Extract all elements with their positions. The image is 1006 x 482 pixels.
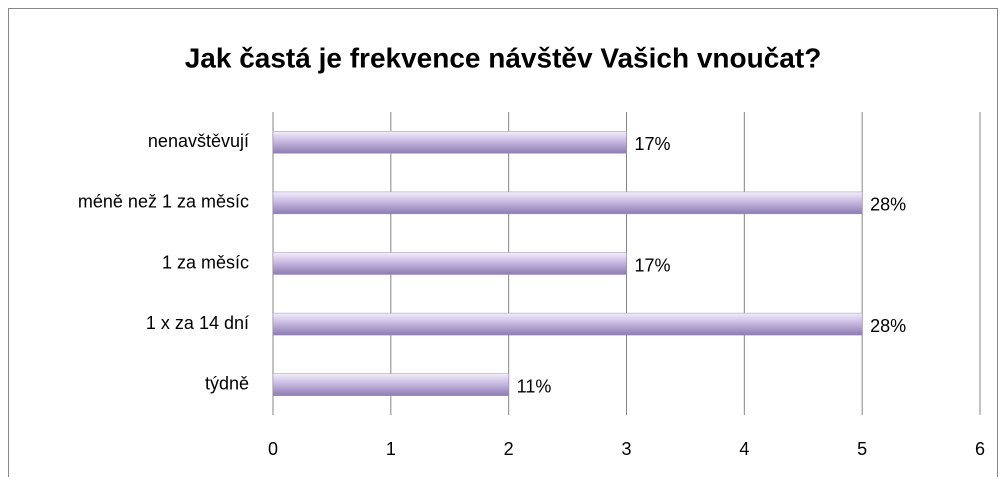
x-tick-label: 3	[621, 439, 631, 459]
y-tick-label: nenavštěvují	[148, 131, 249, 151]
value-label: 28%	[870, 195, 906, 215]
x-tick-label: 2	[504, 439, 514, 459]
y-tick-label: 1 za měsíc	[162, 252, 249, 272]
y-tick-label: méně než 1 za měsíc	[78, 192, 249, 212]
bar	[272, 191, 863, 215]
bar	[272, 252, 627, 275]
bar	[272, 312, 863, 336]
value-label: 17%	[635, 134, 671, 154]
x-tick-label: 6	[975, 439, 985, 459]
value-label: 11%	[517, 376, 552, 396]
chart-frame	[8, 8, 998, 482]
bar	[272, 131, 627, 154]
value-label: 17%	[635, 255, 671, 275]
y-tick-label: 1 x za 14 dní	[146, 313, 249, 333]
x-tick-label: 0	[268, 439, 278, 459]
x-tick-label: 5	[857, 439, 867, 459]
y-tick-label: týdně	[205, 373, 249, 393]
chart-title: Jak častá je frekvence návštěv Vašich vn…	[185, 42, 822, 73]
bar	[272, 373, 509, 396]
x-tick-label: 4	[739, 439, 749, 459]
value-label: 28%	[870, 316, 906, 336]
x-tick-label: 1	[386, 439, 396, 459]
